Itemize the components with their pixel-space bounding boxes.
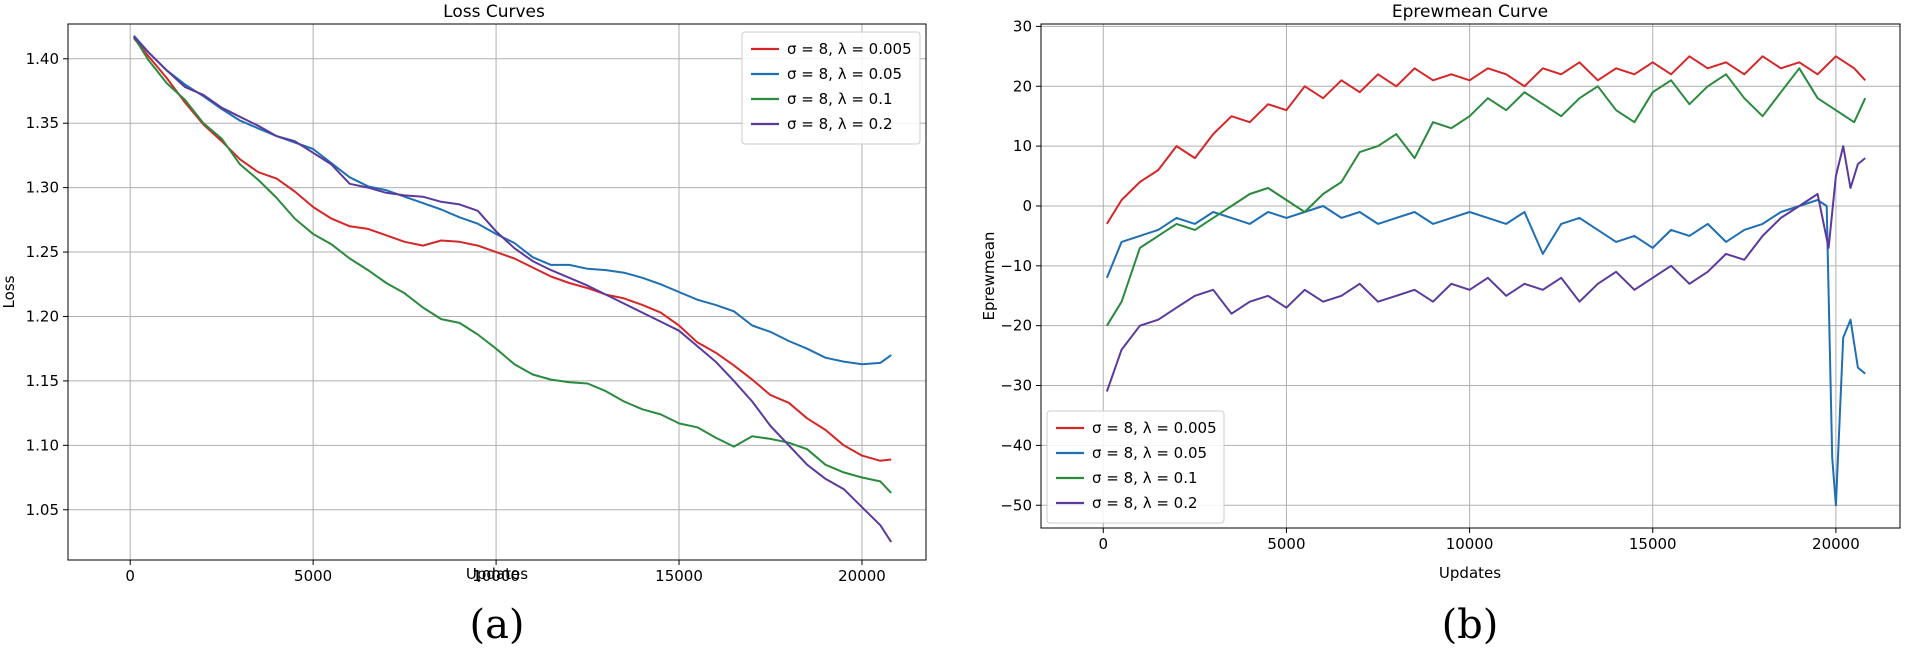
panel-b-ylabel: Eprewmean [980, 232, 998, 321]
panel-a-axes-frame [67, 23, 927, 561]
panel-b-axes-frame [1040, 23, 1901, 529]
panel-b-xticks: 0 5000 10000 15000 20000 [1098, 528, 1860, 553]
panel-a-xtick-label: 20000 [838, 567, 886, 585]
panel-a-caption: (a) [469, 602, 524, 648]
panel-b-legend-box [1046, 410, 1225, 524]
panel-b-series-line-0 [1106, 55, 1866, 225]
eprewmean-curve-panel: Eprewmean Curve 0 5000 10000 15000 20000 −50… [980, 2, 1901, 648]
panel-b-xtick-label: 0 [1098, 535, 1108, 553]
panel-b-xlabel: Updates [1439, 564, 1501, 582]
panel-b-xtick-label: 5000 [1267, 535, 1305, 553]
panel-a-series-line-3 [133, 36, 893, 543]
panel-a-ylabel: Loss [0, 275, 18, 308]
panel-a-ytick-label: 1.40 [26, 50, 59, 68]
panel-a-ytick-label: 1.30 [26, 179, 59, 197]
panel-b-ytick-label: −10 [1000, 257, 1032, 275]
panel-b-caption: (b) [1442, 602, 1499, 648]
panel-a-legend-label-2: σ = 8, λ = 0.1 [787, 90, 893, 108]
panel-a-xtick-label: 10000 [472, 567, 520, 585]
panel-a-legend: σ = 8, λ = 0.005 σ = 8, λ = 0.05 σ = 8, λ … [741, 31, 921, 145]
panel-b-yticks: −50 −40 −30 −20 −10 0 10 20 30 [1000, 17, 1041, 514]
panel-b-ytick-label: 10 [1013, 137, 1032, 155]
panel-a-xlabel: Updates [466, 565, 528, 583]
panel-a-legend-label-0: σ = 8, λ = 0.005 [787, 40, 912, 58]
panel-a-ytick-label: 1.05 [26, 501, 59, 519]
panel-a-xtick-label: 15000 [655, 567, 703, 585]
panel-b-ytick-label: 20 [1013, 77, 1032, 95]
panel-b-series-line-3 [1105, 145, 1866, 392]
panel-b-ytick-label: −40 [1000, 436, 1032, 454]
panel-b-legend-label-3: σ = 8, λ = 0.2 [1092, 494, 1198, 512]
panel-b-ytick-label: −50 [1000, 496, 1032, 514]
panel-a-ytick-label: 1.15 [26, 372, 59, 390]
panel-a-series-line-1 [133, 34, 892, 366]
panel-a-ytick-label: 1.35 [26, 114, 59, 132]
panel-b-legend-label-0: σ = 8, λ = 0.005 [1092, 419, 1217, 437]
panel-b-xtick-label: 15000 [1629, 535, 1677, 553]
panel-a-lines [133, 34, 893, 543]
panel-b-legend: σ = 8, λ = 0.005 σ = 8, λ = 0.05 σ = 8, λ … [1046, 410, 1225, 524]
panel-a-series-line-0 [133, 37, 892, 462]
panel-b-ytick-label: −20 [1000, 317, 1032, 335]
panel-b-series-line-2 [1106, 67, 1867, 327]
panel-a-legend-box [741, 31, 921, 145]
panel-a-ytick-label: 1.20 [26, 307, 59, 325]
panel-b-ytick-label: −30 [1000, 377, 1032, 395]
panel-b-legend-label-2: σ = 8, λ = 0.1 [1092, 469, 1198, 487]
panel-a-title: Loss Curves [443, 2, 545, 22]
panel-a-legend-label-1: σ = 8, λ = 0.05 [787, 65, 902, 83]
panel-b-ytick-label: 0 [1022, 197, 1032, 215]
panel-b-title: Eprewmean Curve [1392, 2, 1548, 22]
panel-a-xtick-label: 0 [125, 567, 135, 585]
panel-a-ytick-label: 1.25 [26, 243, 59, 261]
panel-b-legend-label-1: σ = 8, λ = 0.05 [1092, 444, 1207, 462]
panel-a-series-line-2 [133, 36, 892, 494]
loss-curves-panel: Loss Curves 0 5000 10000 15000 20000 1.05 1.1… [0, 2, 927, 648]
panel-b-xtick-label: 10000 [1446, 535, 1494, 553]
panel-b-lines [1105, 55, 1867, 507]
panel-a-xticks: 0 5000 10000 15000 20000 [125, 560, 886, 585]
panel-b-series-line-1 [1105, 199, 1866, 507]
panel-a-xtick-label: 5000 [294, 567, 332, 585]
panel-a-legend-label-3: σ = 8, λ = 0.2 [787, 115, 893, 133]
panel-b-xtick-label: 20000 [1812, 535, 1860, 553]
panel-a-ytick-label: 1.10 [26, 436, 59, 454]
panel-a-yticks: 1.05 1.10 1.15 1.20 1.25 1.30 1.35 1.40 [26, 50, 68, 519]
panel-b-ytick-label: 30 [1013, 17, 1032, 35]
